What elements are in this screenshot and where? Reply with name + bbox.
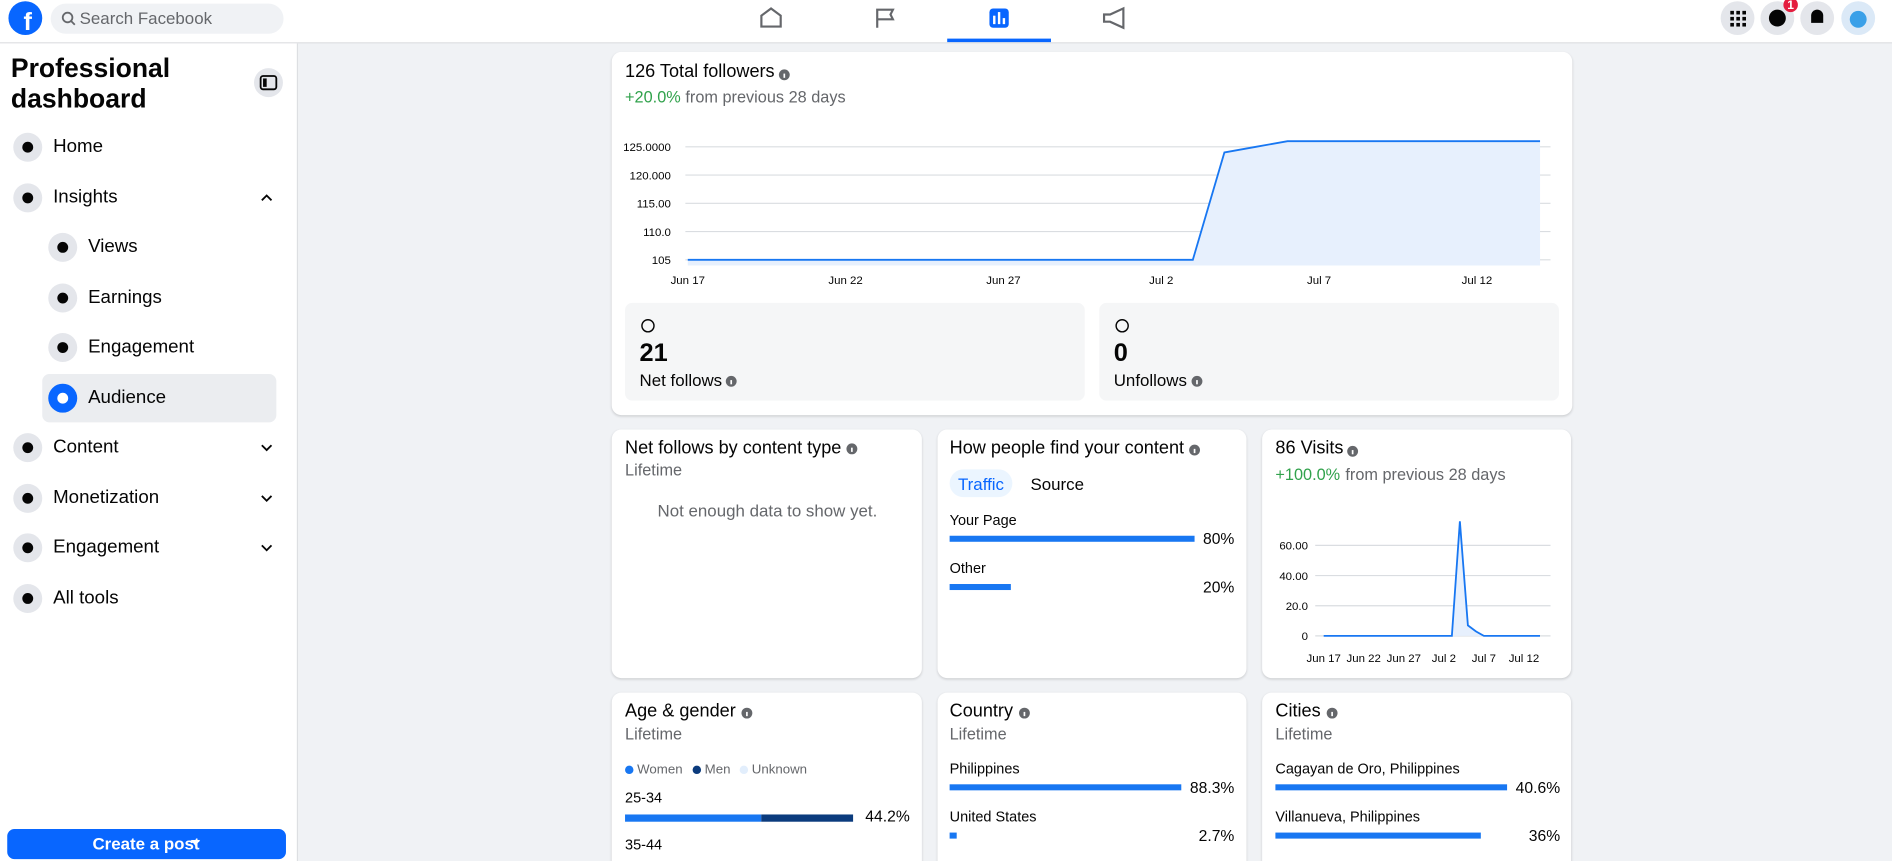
card (937, 429, 1247, 679)
bar-value: 20% (1202, 577, 1235, 596)
legend-label: Men (704, 762, 731, 777)
bar-label: Villanueva, Philippines (1275, 808, 1421, 826)
bar-value: 44.2% (865, 806, 910, 825)
card-title: Cities (1275, 701, 1321, 723)
stat-label: Unfollows (1113, 370, 1187, 390)
top-icons: f 1 (8, 0, 1876, 43)
change: +20.0% (625, 88, 681, 107)
menu-item[interactable]: Engagement (53, 537, 160, 558)
bar-value: 88.3% (1189, 777, 1235, 796)
bar-value: 2.7% (1198, 825, 1235, 845)
bar-value: 40.6% (1515, 777, 1561, 796)
legend-label: Women (637, 762, 683, 777)
caret (190, 839, 201, 846)
nav-pages[interactable] (876, 8, 895, 28)
empty-text: Not enough data to show yet. (657, 500, 878, 520)
change-text: from previous 28 days (1345, 466, 1506, 485)
create-post-button[interactable] (7, 828, 286, 860)
stat-value: 0 (1113, 338, 1128, 367)
search-box[interactable] (50, 3, 284, 34)
badge-count: 1 (1787, 0, 1794, 12)
badge (1783, 0, 1798, 13)
card-title: Country (949, 701, 1014, 723)
card (611, 692, 922, 861)
card-subtitle: Lifetime (625, 725, 683, 744)
sidebar (0, 43, 299, 861)
bar-label: 25-34 (625, 789, 663, 807)
sidebar-title: Professional dashboard (10, 53, 171, 114)
bar-label: 35-44 (625, 836, 663, 854)
menu-item[interactable]: Audience (88, 387, 167, 408)
change: +100.0% (1275, 466, 1341, 485)
legend-label: Unknown (751, 762, 808, 777)
menu-item[interactable]: Home (53, 136, 103, 157)
menu-item[interactable]: Earnings (88, 287, 162, 308)
facebook-logo[interactable] (8, 1, 43, 35)
tab-selected[interactable] (949, 469, 1013, 498)
bar-value: 36% (1528, 825, 1561, 845)
menu-item[interactable]: Monetization (53, 487, 160, 509)
card-title: Net follows by content type (625, 438, 842, 459)
menu-item[interactable]: Content (53, 436, 119, 458)
create-post-label: Create a post (92, 833, 200, 854)
stat-value: 21 (639, 338, 668, 367)
search-placeholder: Search Facebook (79, 8, 213, 28)
bar-value: 80% (1202, 529, 1235, 548)
change-text: from previous 28 days (685, 88, 846, 107)
active-item-bg[interactable] (42, 374, 277, 423)
svg-text:f: f (24, 8, 33, 36)
bar-label: Other (949, 559, 986, 577)
card-title: 86 Visits (1275, 438, 1344, 459)
menu-item[interactable]: Engagement (88, 336, 195, 358)
card-title: 126 Total followers (625, 61, 775, 83)
stat-box (625, 302, 1085, 401)
card-subtitle: Lifetime (949, 725, 1007, 744)
stat-box (1099, 302, 1559, 401)
bar-label: Philippines (949, 760, 1020, 778)
card-title: How people find your content (949, 438, 1185, 459)
stat-label: Net follows (639, 370, 723, 390)
menu-item[interactable]: Views (88, 236, 138, 258)
card-title: Age & gender (625, 701, 736, 723)
card (937, 692, 1247, 861)
tab[interactable]: Source (1030, 474, 1084, 494)
tab[interactable]: Traffic (957, 474, 1004, 494)
menu-item[interactable]: All tools (53, 587, 119, 609)
nav-ads[interactable] (1102, 6, 1125, 30)
card (611, 429, 922, 679)
sidebar-toggle[interactable] (253, 68, 283, 98)
bar-label: Your Page (949, 511, 1017, 529)
bar-label: United States (949, 808, 1037, 826)
card-subtitle: Lifetime (1275, 725, 1333, 744)
menu-item[interactable]: Insights (53, 187, 118, 208)
bar-label: Cagayan de Oro, Philippines (1275, 760, 1460, 778)
active-tab (947, 38, 1051, 43)
top-bar (0, 0, 1892, 44)
nav-home[interactable] (760, 7, 782, 28)
card-subtitle: Lifetime (625, 461, 683, 480)
